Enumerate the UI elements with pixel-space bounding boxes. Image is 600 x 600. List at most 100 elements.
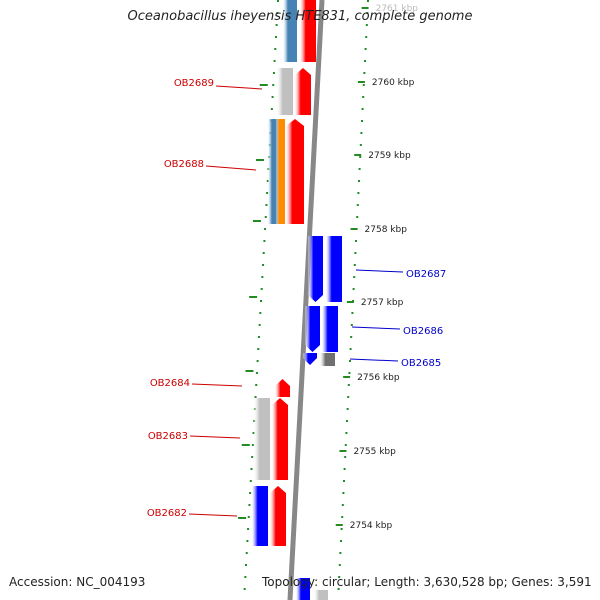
gene-leader-line <box>215 85 263 90</box>
scale-tick-label: 2756 kbp <box>357 373 400 383</box>
scale-tick-label: 2757 kbp <box>361 298 404 308</box>
guide-dot-right <box>363 72 366 74</box>
guide-dot-right <box>346 420 348 422</box>
feature-block <box>276 119 285 224</box>
gene-label: OB2682 <box>147 508 187 519</box>
guide-dot-left <box>260 288 263 290</box>
guide-dot-right <box>350 336 353 338</box>
guide-dot-left <box>250 468 253 470</box>
guide-dot-left <box>266 180 269 182</box>
guide-dot-left <box>265 204 268 206</box>
guide-dot-right <box>367 0 369 2</box>
gene-leader-line <box>205 165 257 171</box>
guide-dot-left <box>277 0 279 2</box>
feature-block <box>300 0 316 62</box>
guide-dot-left <box>260 300 262 302</box>
guide-dot-left <box>266 192 269 194</box>
scale-tick-label: 2761 kbp <box>376 4 419 14</box>
guide-dot-right <box>349 360 351 362</box>
guide-dot-right <box>358 168 361 170</box>
gene-label: OB2687 <box>406 269 446 280</box>
guide-dot-right <box>338 564 341 566</box>
guide-dot-right <box>341 504 344 506</box>
guide-dot-right <box>348 372 351 374</box>
guide-dot-left <box>259 312 262 314</box>
guide-dot-right <box>359 156 362 158</box>
guide-dot-right <box>340 540 342 542</box>
guide-dot-right <box>351 312 354 314</box>
scale-tick-label: 2759 kbp <box>368 151 411 161</box>
guide-dot-right <box>359 144 362 146</box>
guide-dot-right <box>354 252 357 254</box>
gene-leader-line <box>191 383 243 387</box>
guide-dot-right <box>361 120 363 122</box>
guide-dot-left <box>249 480 252 482</box>
guide-dot-right <box>361 108 364 110</box>
guide-dot-right <box>344 456 347 458</box>
gene-leader-line <box>351 326 401 330</box>
guide-dot-right <box>346 408 349 410</box>
guide-dot-left <box>256 360 259 362</box>
guide-dot-right <box>358 180 360 182</box>
gene-label: OB2689 <box>174 78 214 89</box>
guide-dot-left <box>261 276 264 278</box>
scale-tick-label: 2760 kbp <box>372 78 415 88</box>
feature-block <box>305 306 320 352</box>
guide-dot-right <box>347 396 350 398</box>
feature-block <box>286 119 304 224</box>
guide-dot-right <box>350 324 353 326</box>
guide-dot-right <box>344 444 347 446</box>
guide-dot-right <box>362 96 365 98</box>
feature-block <box>277 68 293 115</box>
guide-dot-left <box>272 72 275 74</box>
guide-dot-left <box>264 228 267 230</box>
gene-label: OB2688 <box>164 159 204 170</box>
guide-dot-left <box>272 84 275 86</box>
genome-title: Oceanobacillus iheyensis HTE831, complet… <box>127 9 473 24</box>
guide-dot-right <box>338 576 341 578</box>
guide-dot-left <box>258 324 261 326</box>
guide-dot-right <box>337 588 340 590</box>
gene-leader-line <box>349 358 399 362</box>
guide-dot-right <box>347 384 350 386</box>
gene-leader-line <box>355 269 404 273</box>
feature-block <box>272 398 288 480</box>
gene-label: OB2686 <box>403 326 443 337</box>
guide-dot-right <box>343 468 346 470</box>
guide-dot-right <box>356 216 359 218</box>
guide-dot-left <box>248 504 251 506</box>
guide-dot-left <box>257 336 260 338</box>
guide-dot-right <box>349 348 352 350</box>
guide-dot-left <box>270 108 273 110</box>
gene-leader-line <box>188 513 238 517</box>
guide-dot-left <box>246 540 249 542</box>
guide-dot-right <box>360 132 363 134</box>
guide-dot-left <box>243 588 246 590</box>
guide-dot-left <box>255 384 258 386</box>
feature-block <box>283 0 297 62</box>
guide-dot-left <box>247 528 250 530</box>
guide-dot-left <box>252 432 255 434</box>
guide-dot-left <box>275 24 278 26</box>
guide-dot-right <box>364 60 366 62</box>
feature-block <box>275 379 290 397</box>
accession-text: Accession: NC_004193 <box>9 575 146 589</box>
guide-dot-right <box>343 480 345 482</box>
gene-label: OB2683 <box>148 431 188 442</box>
guide-dot-left <box>262 252 265 254</box>
guide-dot-left <box>257 348 260 350</box>
guide-dot-right <box>365 24 368 26</box>
guide-dot-right <box>357 192 360 194</box>
feature-block <box>303 353 317 365</box>
guide-dot-left <box>244 576 247 578</box>
guide-dot-right <box>364 48 367 50</box>
guide-dot-left <box>251 444 254 446</box>
guide-dot-right <box>342 492 345 494</box>
guide-dot-left <box>274 48 277 50</box>
guide-dot-right <box>341 516 344 518</box>
topology-text: Topology: circular; Length: 3,630,528 bp… <box>262 575 592 589</box>
guide-dot-left <box>276 12 279 14</box>
feature-block <box>252 486 268 546</box>
guide-dot-right <box>345 432 348 434</box>
